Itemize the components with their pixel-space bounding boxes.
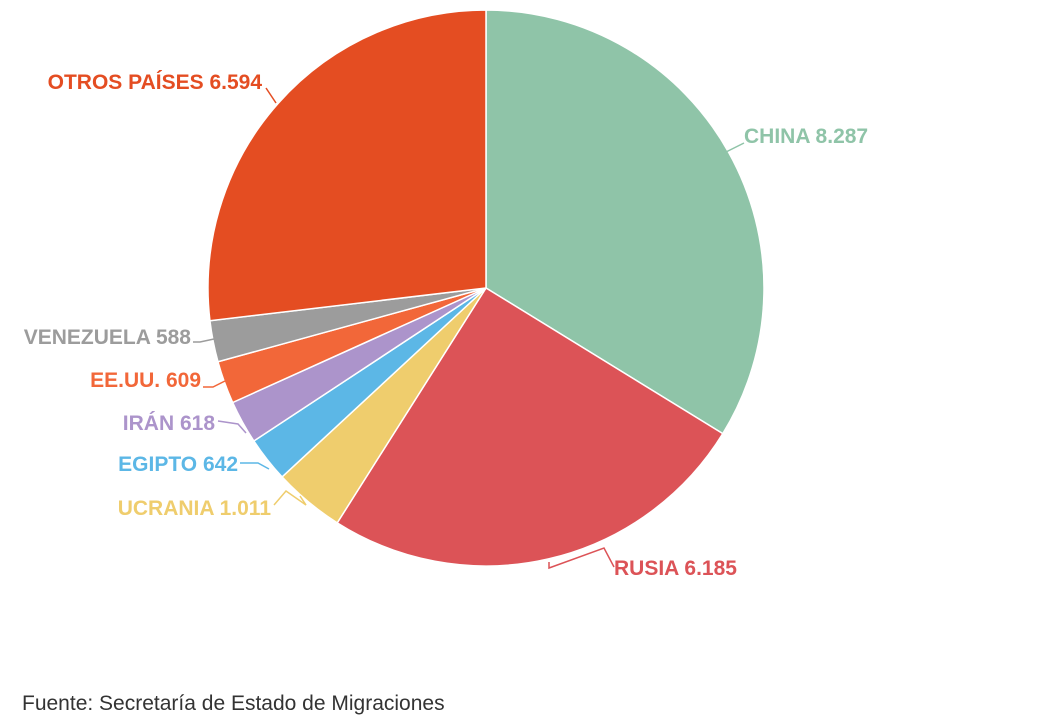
pie-slice-otros-países	[207, 9, 487, 322]
leader-line-5	[203, 380, 226, 388]
slice-label-1: RUSIA 6.185	[614, 557, 737, 580]
leader-line-6	[193, 338, 215, 343]
source-note: Fuente: Secretaría de Estado de Migracio…	[22, 692, 445, 715]
slice-label-7: OTROS PAÍSES 6.594	[48, 71, 263, 94]
leader-line-3	[240, 462, 270, 470]
leader-line-1	[548, 547, 615, 570]
pie-chart: CHINA 8.287 RUSIA 6.185 UCRANIA 1.011 EGIPT…	[24, 9, 868, 580]
slice-label-6: VENEZUELA 588	[24, 326, 192, 349]
slice-label-0: CHINA 8.287	[744, 125, 868, 148]
slice-label-2: UCRANIA 1.011	[118, 497, 272, 520]
slice-label-3: EGIPTO 642	[118, 453, 238, 476]
leader-line-0	[725, 142, 745, 153]
slice-label-4: IRÁN 618	[123, 412, 216, 435]
slice-label-5: EE.UU. 609	[90, 369, 201, 392]
leader-line-2	[273, 489, 307, 506]
leader-line-4	[217, 420, 247, 434]
pie-slice-rusia	[336, 286, 724, 567]
leader-line-7	[265, 87, 277, 104]
pie-slice-china	[485, 9, 765, 435]
